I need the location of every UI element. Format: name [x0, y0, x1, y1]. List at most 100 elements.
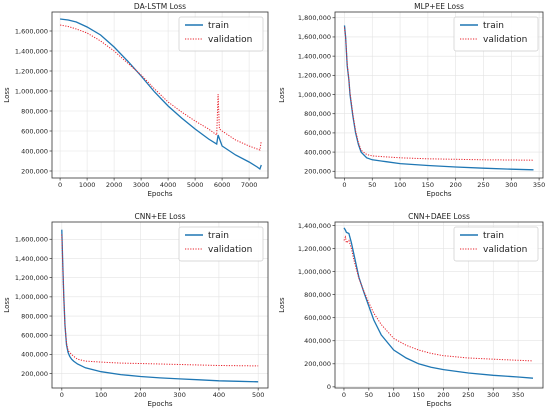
y-tick-label: 1,200,000	[298, 245, 331, 253]
y-tick-label: 1,400,000	[298, 52, 331, 60]
y-axis-label: Loss	[3, 87, 11, 103]
y-tick-label: 800,000	[21, 312, 48, 320]
x-tick-label: 6000	[214, 181, 231, 189]
chart-title: MLP+EE Loss	[414, 2, 464, 11]
x-tick-label: 100	[95, 391, 107, 399]
x-tick-label: 350	[533, 181, 545, 189]
x-tick-label: 5000	[187, 181, 204, 189]
y-tick-label: 200,000	[21, 167, 48, 175]
x-tick-label: 500	[252, 391, 264, 399]
series-line-validation	[60, 24, 262, 151]
x-tick-label: 200	[134, 391, 146, 399]
y-tick-label: 1,600,000	[298, 33, 331, 41]
x-axis-label: Epochs	[147, 400, 172, 408]
legend-label-validation: validation	[208, 35, 252, 45]
y-tick-label: 0	[327, 383, 331, 391]
series-line-validation	[344, 27, 534, 161]
chart-title: CNN+DAEE Loss	[408, 212, 470, 221]
x-tick-label: 1000	[79, 181, 96, 189]
x-tick-label: 3000	[133, 181, 150, 189]
x-tick-label: 0	[342, 181, 346, 189]
legend-label-train: train	[208, 21, 229, 31]
y-tick-label: 600,000	[21, 127, 48, 135]
y-tick-label: 1,000,000	[298, 268, 331, 276]
x-tick-label: 150	[412, 391, 424, 399]
legend: train validation	[178, 226, 264, 262]
x-tick-label: 300	[173, 391, 185, 399]
series-line-train	[60, 18, 262, 171]
y-tick-label: 1,600,000	[15, 236, 48, 244]
y-tick-label: 200,000	[304, 360, 331, 368]
legend-label-train: train	[208, 231, 229, 241]
chart-cnn-ee-loss: 0 100 200 300 400 500 200,000 400,000 600,000 800…	[3, 212, 269, 408]
y-tick-label: 200,000	[21, 370, 48, 378]
x-tick-label: 100	[388, 391, 400, 399]
y-tick-label: 1,200,000	[15, 67, 48, 75]
legend: train validation	[453, 16, 539, 52]
y-tick-label: 1,000,000	[15, 293, 48, 301]
y-tick-label: 1,000,000	[298, 91, 331, 99]
x-tick-label: 200	[437, 391, 449, 399]
x-tick-label: 250	[462, 391, 474, 399]
y-axis-label: Loss	[278, 87, 286, 103]
x-tick-label: 300	[487, 391, 499, 399]
x-tick-label: 0	[60, 391, 64, 399]
y-tick-label: 1,200,000	[298, 72, 331, 80]
x-tick-label: 350	[512, 391, 524, 399]
y-axis-label: Loss	[3, 297, 11, 313]
chart-title: DA-LSTM Loss	[134, 2, 186, 11]
legend: train validation	[178, 16, 264, 52]
series-line-train	[343, 227, 534, 379]
legend-label-validation: validation	[483, 245, 527, 255]
legend-label-train: train	[483, 231, 504, 241]
y-tick-label: 1,800,000	[298, 14, 331, 22]
x-tick-label: 100	[394, 181, 406, 189]
y-tick-label: 1,200,000	[15, 274, 48, 282]
y-tick-label: 600,000	[304, 314, 331, 322]
x-tick-label: 50	[365, 391, 373, 399]
y-tick-label: 800,000	[304, 110, 331, 118]
x-tick-label: 50	[368, 181, 376, 189]
x-axis-label: Epochs	[426, 400, 451, 408]
x-axis-label: Epochs	[426, 190, 451, 198]
plot-frame	[51, 11, 269, 179]
x-tick-label: 0	[342, 391, 346, 399]
plot-frame	[334, 221, 544, 389]
y-tick-label: 1,600,000	[15, 27, 48, 35]
y-tick-label: 600,000	[21, 332, 48, 340]
y-axis-label: Loss	[278, 297, 286, 313]
chart-mlp-ee-loss: 0 50 100 150 200 250 300 350 200,000 400,000 600,0…	[278, 2, 545, 198]
plot-frame	[51, 221, 269, 389]
legend-label-train: train	[483, 21, 504, 31]
y-tick-label: 400,000	[21, 351, 48, 359]
y-tick-label: 400,000	[304, 148, 331, 156]
legend-label-validation: validation	[483, 35, 527, 45]
y-tick-label: 600,000	[304, 129, 331, 137]
x-tick-label: 250	[477, 181, 489, 189]
y-tick-label: 400,000	[304, 337, 331, 345]
plot-frame	[334, 11, 544, 179]
x-tick-label: 300	[505, 181, 517, 189]
y-tick-label: 800,000	[21, 107, 48, 115]
y-tick-label: 1,400,000	[15, 255, 48, 263]
x-tick-label: 150	[422, 181, 434, 189]
y-tick-label: 200,000	[304, 168, 331, 176]
legend-label-validation: validation	[208, 245, 252, 255]
chart-da-lstm-loss: 0 1000 2000 3000 4000 5000 6000 7000 200,000 400,…	[3, 2, 269, 198]
x-tick-label: 200	[449, 181, 461, 189]
x-tick-label: 0	[58, 181, 62, 189]
y-tick-label: 400,000	[21, 147, 48, 155]
legend: train validation	[453, 226, 539, 262]
x-axis-label: Epochs	[147, 190, 172, 198]
y-tick-label: 1,000,000	[15, 87, 48, 95]
series-line-validation	[343, 235, 534, 362]
series-line-validation	[61, 234, 259, 367]
y-tick-label: 800,000	[304, 291, 331, 299]
chart-cnn-daee-loss: 0 50 100 150 200 250 300 350 0 200,000 400,000 600,…	[278, 212, 544, 408]
x-tick-label: 2000	[106, 181, 123, 189]
y-tick-label: 1,400,000	[298, 222, 331, 230]
x-tick-label: 4000	[160, 181, 177, 189]
x-tick-label: 7000	[241, 181, 258, 189]
chart-title: CNN+EE Loss	[134, 212, 185, 221]
